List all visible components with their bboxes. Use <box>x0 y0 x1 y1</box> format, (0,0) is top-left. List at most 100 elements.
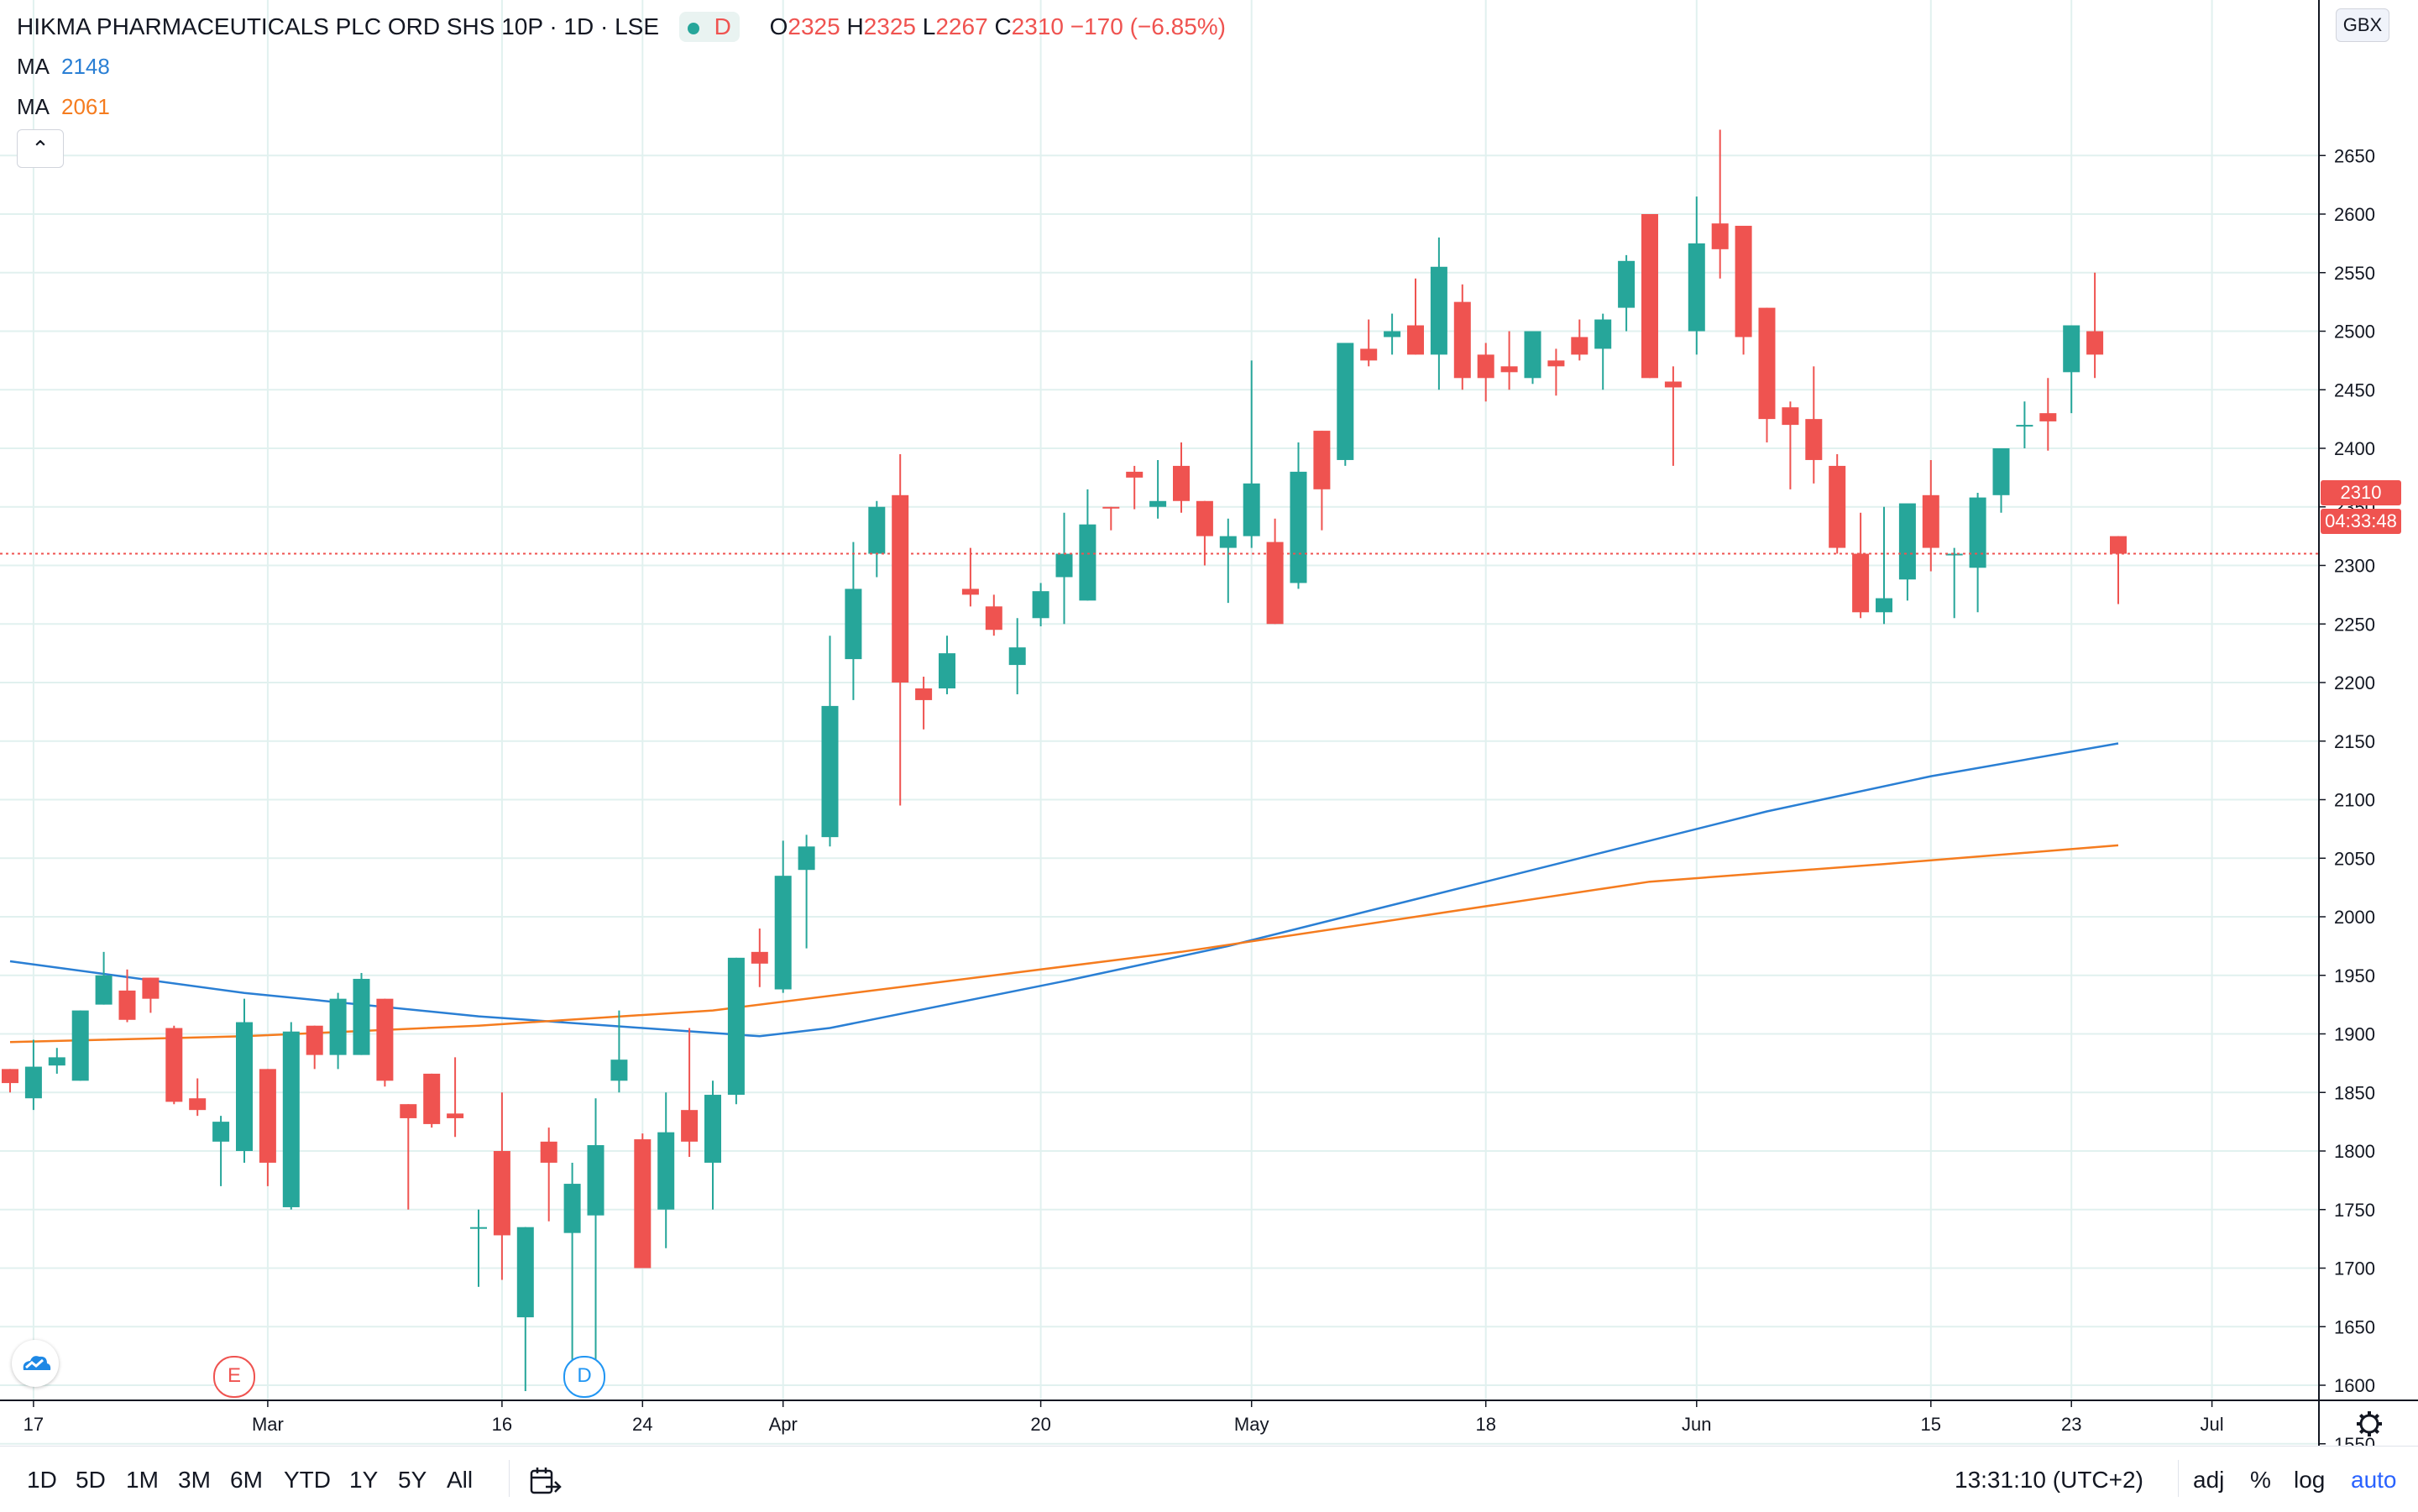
ma-legend-1[interactable]: MA 2148 <box>17 54 110 80</box>
candle-body <box>1829 465 1846 548</box>
settings-gear-icon <box>2357 1411 2382 1436</box>
goto-date-button[interactable] <box>529 1467 563 1503</box>
candle-body <box>1852 553 1870 613</box>
bottom-toolbar: 1D 5D 1M 3M 6M YTD 1Y 5Y All 13:31:10 (U… <box>0 1446 2418 1512</box>
candle-body <box>1219 536 1237 548</box>
range-all[interactable]: All <box>447 1467 474 1493</box>
earnings-marker[interactable]: E <box>213 1356 255 1398</box>
candle-body <box>1032 591 1049 619</box>
tradingview-logo[interactable] <box>12 1340 59 1387</box>
y-tick-label: 2150 <box>2334 731 2375 752</box>
candle-body <box>1664 381 1682 388</box>
candle-body <box>423 1073 441 1124</box>
candle-body <box>1876 598 1892 613</box>
candle-body <box>400 1104 417 1118</box>
clock-timezone[interactable]: 13:31:10 (UTC+2) <box>1955 1467 2143 1493</box>
candle-body <box>1384 331 1401 337</box>
price-chart[interactable]: 1550 1600 1650 1700 1750 1800 1850 1900 1950 2000… <box>0 0 2418 1446</box>
candle-body <box>306 1025 323 1055</box>
y-tick-label: 2100 <box>2334 790 2375 811</box>
range-1d[interactable]: 1D <box>27 1467 57 1493</box>
currency-badge[interactable]: GBX <box>2336 8 2389 42</box>
candle-body <box>915 688 933 700</box>
range-1y[interactable]: 1Y <box>349 1467 379 1493</box>
candle-body <box>48 1057 65 1066</box>
candle-body <box>868 506 886 554</box>
candle-body <box>821 705 839 838</box>
ma-legend-2[interactable]: MA 2061 <box>17 94 110 120</box>
candle-body <box>1290 471 1307 583</box>
candle-body <box>1008 647 1026 666</box>
candle-body <box>1196 500 1213 536</box>
candle-body <box>681 1110 699 1142</box>
log-toggle[interactable]: log <box>2294 1467 2326 1493</box>
change-value: −170 (−6.85%) <box>1070 13 1226 39</box>
dividend-marker[interactable]: D <box>563 1356 605 1398</box>
candle-body <box>985 606 1002 630</box>
y-tick-label: 1900 <box>2334 1024 2375 1045</box>
x-tick-label: May <box>1234 1414 1269 1435</box>
candle-body <box>2039 413 2057 421</box>
y-tick-label: 1600 <box>2334 1375 2375 1396</box>
auto-scale-toggle[interactable]: auto <box>2351 1467 2397 1493</box>
candle-body <box>212 1122 230 1142</box>
y-tick-label: 2200 <box>2334 672 2375 693</box>
candle-body <box>1337 343 1354 460</box>
adj-toggle[interactable]: adj <box>2193 1467 2225 1493</box>
candle-body <box>1266 541 1284 625</box>
candle-body <box>1782 407 1799 426</box>
candle-body <box>95 975 113 1005</box>
range-1m[interactable]: 1M <box>126 1467 159 1493</box>
range-ytd[interactable]: YTD <box>284 1467 331 1493</box>
bar-countdown: 04:33:48 <box>2321 509 2401 534</box>
candle-body <box>236 1022 253 1151</box>
candle-body <box>118 990 136 1020</box>
range-3m[interactable]: 3M <box>178 1467 211 1493</box>
y-tick-label: 2650 <box>2334 145 2375 166</box>
close-value: 2310 <box>1011 13 1064 39</box>
range-5d[interactable]: 5D <box>76 1467 106 1493</box>
candle-body <box>657 1132 675 1210</box>
candle-body <box>259 1069 276 1163</box>
close-label: C <box>994 13 1012 39</box>
collapse-legend-button[interactable]: ⌃ <box>17 129 64 168</box>
y-tick-label: 2000 <box>2334 907 2375 928</box>
candle-body <box>1079 524 1096 601</box>
x-tick-label: 17 <box>24 1414 44 1435</box>
candle-body <box>540 1141 557 1163</box>
percent-toggle[interactable]: % <box>2250 1467 2271 1493</box>
candle-body <box>610 1059 628 1081</box>
x-tick-label: 18 <box>1475 1414 1495 1435</box>
candle-body <box>2 1069 18 1084</box>
symbol-title[interactable]: HIKMA PHARMACEUTICALS PLC ORD SHS 10P · … <box>17 13 660 39</box>
y-tick-label: 1700 <box>2334 1258 2375 1279</box>
candle-body <box>1547 360 1565 367</box>
high-value: 2325 <box>863 13 916 39</box>
y-tick-label: 2550 <box>2334 263 2375 284</box>
x-tick-label: Apr <box>769 1414 798 1435</box>
candle-body <box>1898 503 1916 580</box>
toolbar-divider <box>509 1460 510 1497</box>
candle-body <box>845 589 862 660</box>
y-tick-label: 1950 <box>2334 965 2375 986</box>
y-tick-label: 2450 <box>2334 379 2375 400</box>
candle-body <box>447 1113 464 1118</box>
last-price-tag: 2310 <box>2321 480 2401 505</box>
candle-body <box>1594 319 1612 349</box>
range-5y[interactable]: 5Y <box>398 1467 427 1493</box>
candle-body <box>563 1184 581 1233</box>
candle-body <box>798 846 815 871</box>
range-6m[interactable]: 6M <box>230 1467 263 1493</box>
market-open-icon <box>687 22 699 34</box>
market-status[interactable]: D <box>678 12 740 42</box>
open-value: 2325 <box>788 13 840 39</box>
candle-body <box>329 998 347 1055</box>
y-tick-label: 2250 <box>2334 614 2375 635</box>
delay-badge: D <box>714 13 731 39</box>
candle-body <box>142 977 160 999</box>
open-label: O <box>769 13 788 39</box>
calendar-arrow-icon <box>530 1468 562 1494</box>
candle-body <box>1641 214 1658 379</box>
x-tick-label: 24 <box>632 1414 652 1435</box>
high-label: H <box>846 13 864 39</box>
